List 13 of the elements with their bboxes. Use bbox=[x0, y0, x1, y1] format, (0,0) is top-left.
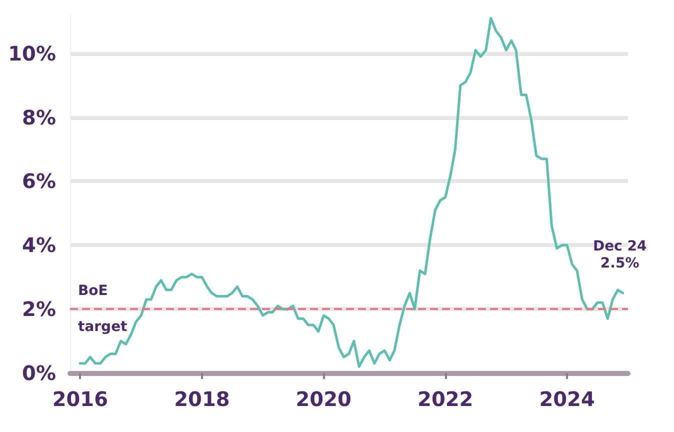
text: BoE target bbox=[78, 283, 128, 336]
x-tick-label: 2018 bbox=[174, 387, 230, 411]
x-tick-label: 2016 bbox=[52, 387, 108, 411]
y-tick-label: 4% bbox=[22, 233, 56, 258]
y-tick-label: 8% bbox=[22, 105, 56, 130]
x-tick-label: 2024 bbox=[539, 387, 595, 411]
annotation: Dec 24 2.5% bbox=[592, 238, 647, 272]
x-tick-label: 2020 bbox=[296, 387, 352, 411]
y-tick-label: 2% bbox=[22, 297, 56, 322]
x-tick-label: 2022 bbox=[418, 387, 474, 411]
y-tick-label: 6% bbox=[22, 169, 56, 194]
y-tick-label: 0% bbox=[22, 361, 56, 385]
y-tick-label: 10% bbox=[8, 41, 56, 66]
